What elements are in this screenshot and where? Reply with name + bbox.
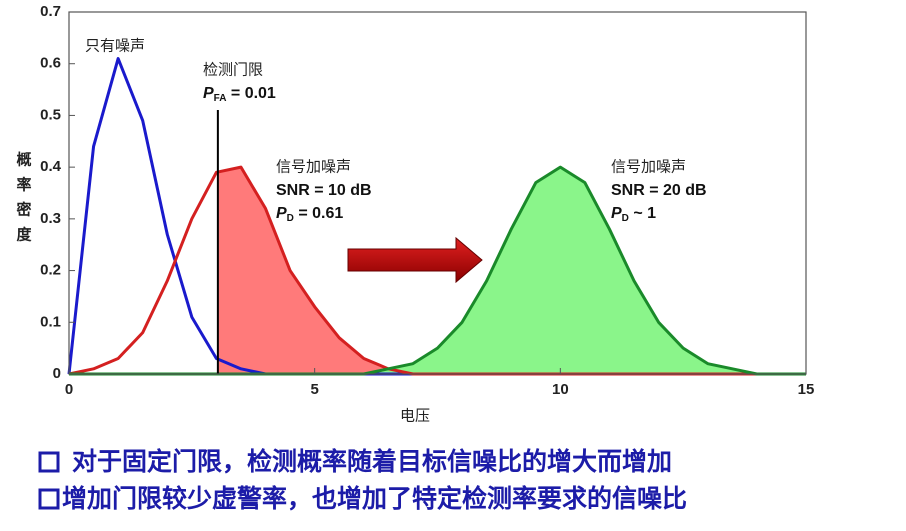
y-tick-label: 0	[53, 365, 61, 382]
annotation: SNR = 20 dB	[611, 182, 707, 199]
bullet-icon	[38, 488, 60, 510]
area-fill	[69, 167, 806, 374]
y-tick-label: 0.1	[40, 313, 61, 330]
x-tick-label: 15	[798, 381, 815, 398]
annotation: SNR = 10 dB	[276, 182, 372, 199]
y-axis-label: 概	[16, 151, 31, 169]
x-axis-label: 电压	[400, 407, 430, 425]
annotation: PFA = 0.01	[203, 85, 276, 103]
x-tick-label: 0	[65, 381, 73, 398]
y-tick-label: 0.5	[40, 106, 61, 123]
y-axis-label: 密	[16, 201, 31, 219]
bullet-text: 对于固定门限，检测概率随着目标信噪比的增大而增加	[72, 447, 672, 476]
x-tick-label: 10	[552, 381, 569, 398]
bullet-icon	[38, 451, 60, 473]
area-fill	[217, 167, 806, 374]
arrow	[347, 236, 483, 284]
annotation: PD ~ 1	[611, 205, 656, 223]
annotation: PD = 0.61	[276, 205, 343, 223]
y-tick-label: 0.4	[40, 158, 62, 175]
annotation: 信号加噪声	[611, 158, 686, 176]
y-tick-label: 0.3	[40, 210, 61, 227]
annotation: 检测门限	[203, 61, 263, 79]
y-axis-label: 率	[16, 176, 31, 194]
y-tick-label: 0.6	[40, 55, 61, 72]
annotation: 信号加噪声	[276, 158, 351, 176]
curve	[67, 57, 806, 376]
y-tick-label: 0.2	[40, 262, 61, 279]
y-tick-label: 0.7	[40, 3, 61, 20]
plot-frame	[68, 11, 807, 375]
y-axis-label: 度	[16, 226, 32, 244]
annotation: 只有噪声	[85, 37, 145, 55]
bullet-text: 增加门限较少虚警率，也增加了特定检测率要求的信噪比	[62, 484, 687, 513]
x-tick-label: 5	[310, 381, 318, 398]
